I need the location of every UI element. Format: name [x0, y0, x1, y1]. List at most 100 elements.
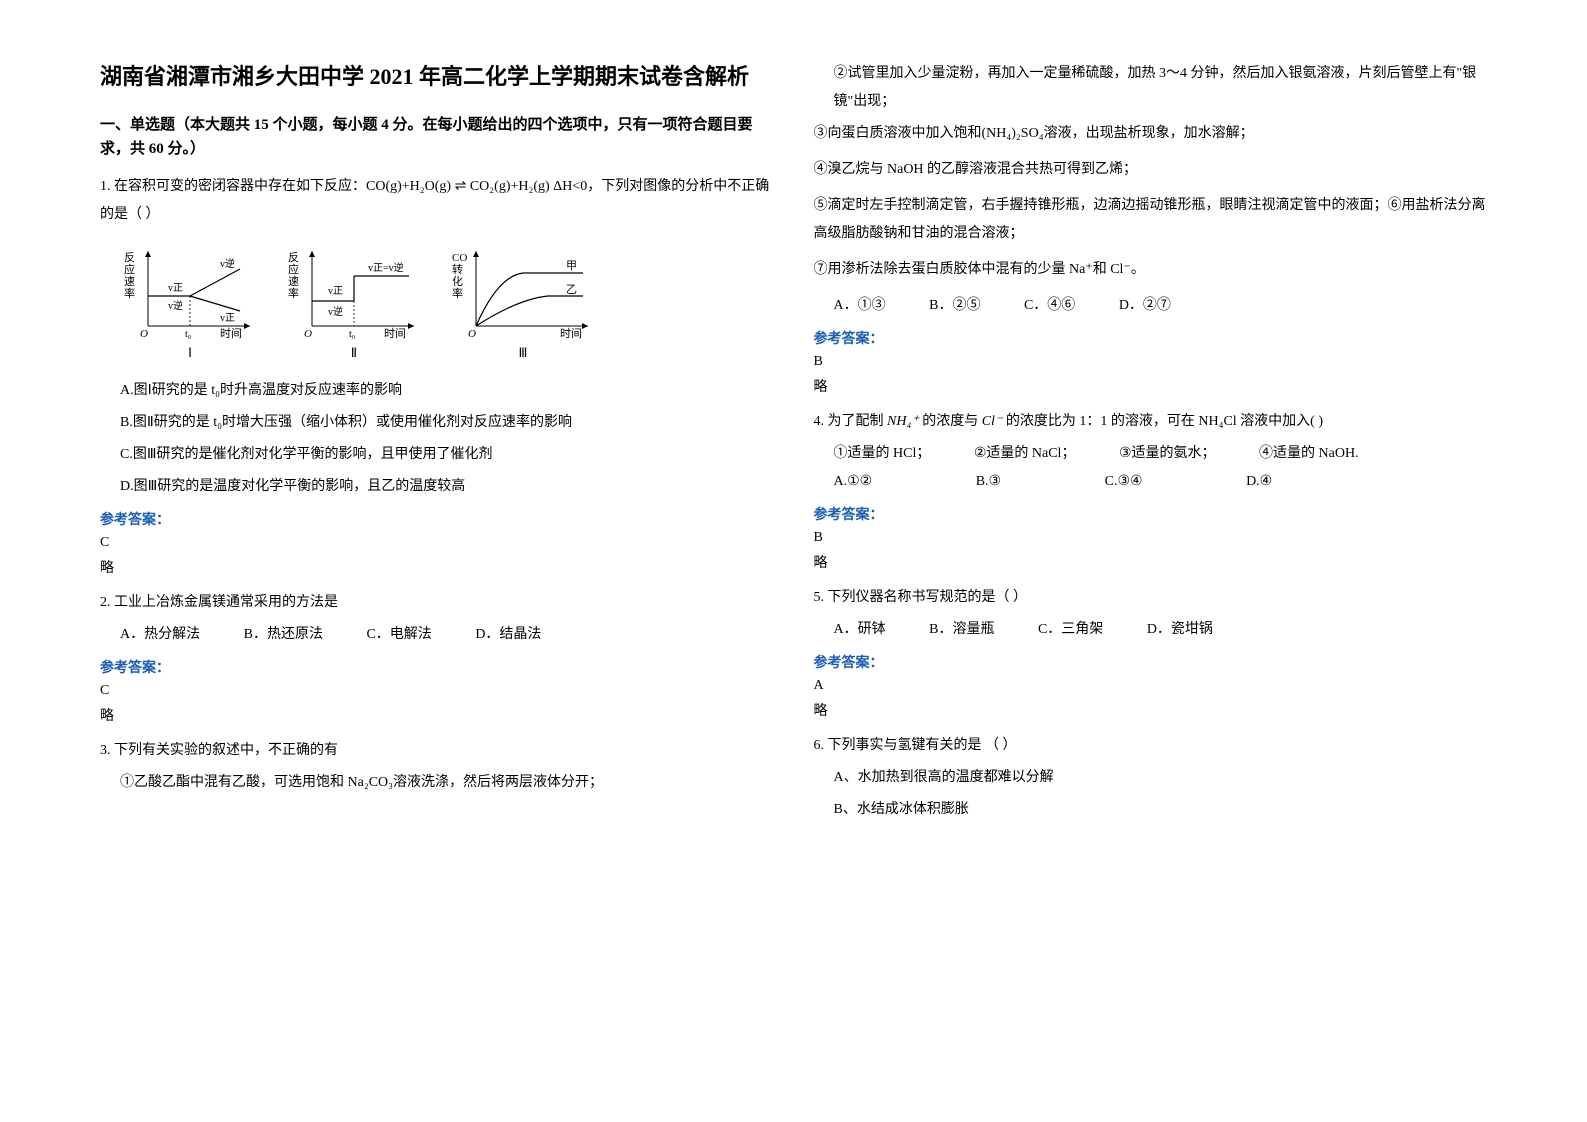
xlabel-1: 时间 [220, 327, 242, 340]
q3-options: A．①③ B．②⑤ C．④⑥ D．②⑦ [814, 292, 1488, 320]
v-reverse-1a: v逆 [168, 299, 183, 312]
q5-stem: 5. 下列仪器名称书写规范的是（ ） [814, 584, 1488, 612]
graph-2: 反 应 速 率 v正 v逆 v正=v逆 t₀ 时间 O Ⅱ [284, 241, 424, 361]
q1-stem: 1. 在容积可变的密闭容器中存在如下反应：CO(g)+H₂O(g) ⇌ CO₂(… [100, 173, 774, 229]
q2-stem: 2. 工业上冶炼金属镁通常采用的方法是 [100, 589, 774, 617]
q3-item3: ③向蛋白质溶液中加入饱和(NH₄)₂SO₄溶液，出现盐析现象，加水溶解； [814, 120, 1488, 148]
q3-item7: ⑦用渗析法除去蛋白质胶体中混有的少量 Na⁺和 Cl⁻。 [814, 256, 1488, 284]
svg-text:时间: 时间 [384, 327, 406, 340]
q4-optC: C.③④ [1105, 474, 1143, 489]
t0-1: t₀ [185, 329, 192, 340]
q4-i2: ②适量的 NaCl； [974, 446, 1076, 461]
q6-stem: 6. 下列事实与氢键有关的是 （ ） [814, 732, 1488, 760]
svg-text:应: 应 [288, 262, 299, 276]
svg-text:O: O [140, 328, 148, 340]
q4-answer: B [814, 530, 1488, 546]
svg-text:速: 速 [124, 275, 135, 288]
q4-i1: ①适量的 HCl； [834, 446, 931, 461]
graph-2-svg: 反 应 速 率 v正 v逆 v正=v逆 t₀ 时间 O [284, 241, 424, 341]
q4-optA: A.①② [834, 474, 873, 489]
svg-text:率: 率 [288, 286, 299, 300]
q3-answer-label: 参考答案： [814, 328, 1488, 348]
svg-text:O: O [468, 328, 476, 340]
svg-text:转: 转 [452, 262, 463, 276]
q3-optA: A．①③ [834, 298, 886, 313]
q2-answer-label: 参考答案： [100, 657, 774, 677]
graph-1-label: Ⅰ [188, 345, 192, 361]
q5-optC: C．三角架 [1038, 622, 1103, 637]
svg-text:时间: 时间 [560, 327, 582, 340]
q4-answer-label: 参考答案： [814, 504, 1488, 524]
svg-text:应: 应 [124, 262, 135, 276]
q1-optD: D.图Ⅲ研究的是温度对化学平衡的影响，且乙的温度较高 [100, 473, 774, 501]
q2-optA: A．热分解法 [120, 627, 200, 642]
left-column: 湖南省湘潭市湘乡大田中学 2021 年高二化学上学期期末试卷含解析 一、单选题（… [80, 60, 794, 1062]
graph-3-svg: CO 转 化 率 甲 乙 时间 O [448, 241, 598, 341]
q3-optB: B．②⑤ [929, 298, 980, 313]
q3-answer: B [814, 354, 1488, 370]
graph-1: 反 应 速 率 v正 v逆 v逆 v正 t₀ 时间 O Ⅰ [120, 241, 260, 361]
q3-optC: C．④⑥ [1024, 298, 1075, 313]
svg-text:反: 反 [288, 251, 299, 264]
graph-1-svg: 反 应 速 率 v正 v逆 v逆 v正 t₀ 时间 O [120, 241, 260, 341]
q4-items: ①适量的 HCl； ②适量的 NaCl； ③适量的氨水； ④适量的 NaOH. [814, 440, 1488, 468]
svg-text:化: 化 [452, 274, 463, 288]
q5-note: 略 [814, 700, 1488, 720]
q3-item2: ②试管里加入少量淀粉，再加入一定量稀硫酸，加热 3～4 分钟，然后加入银氨溶液，… [814, 60, 1488, 116]
q1-optA: A.图Ⅰ研究的是 t₀时升高温度对反应速率的影响 [100, 377, 774, 405]
q3-optD: D．②⑦ [1119, 298, 1171, 313]
q5-options: A．研钵 B．溶量瓶 C．三角架 D．瓷坩锅 [814, 616, 1488, 644]
q1-answer-label: 参考答案： [100, 509, 774, 529]
svg-text:v逆: v逆 [328, 305, 343, 318]
q6-optA: A、水加热到很高的温度都难以分解 [814, 764, 1488, 792]
q4-stem: 4. 为了配制 NH₄⁺ 的浓度与 Cl⁻ 的浓度比为 1：1 的溶液，可在 N… [814, 408, 1488, 436]
q5-optD: D．瓷坩锅 [1147, 622, 1213, 637]
svg-text:CO: CO [452, 252, 467, 264]
section-header: 一、单选题（本大题共 15 个小题，每小题 4 分。在每小题给出的四个选项中，只… [100, 113, 774, 161]
q3-item4: ④溴乙烷与 NaOH 的乙醇溶液混合共热可得到乙烯； [814, 156, 1488, 184]
q1-optB: B.图Ⅱ研究的是 t₀时增大压强（缩小体积）或使用催化剂对反应速率的影响 [100, 409, 774, 437]
v-forward-1b: v正 [220, 313, 235, 324]
ylabel-1: 反 [124, 251, 135, 264]
svg-text:率: 率 [452, 286, 463, 300]
q2-optD: D．结晶法 [475, 627, 541, 642]
q4-i3: ③适量的氨水； [1119, 446, 1216, 461]
svg-text:v正: v正 [328, 286, 343, 297]
q5-optB: B．溶量瓶 [929, 622, 994, 637]
graph-3-label: Ⅲ [519, 345, 528, 361]
q3-stem: 3. 下列有关实验的叙述中，不正确的有 [100, 737, 774, 765]
q5-optA: A．研钵 [834, 622, 886, 637]
q2-answer: C [100, 683, 774, 699]
q2-optB: B．热还原法 [244, 627, 323, 642]
q4-optB: B.③ [976, 474, 1001, 489]
svg-text:t₀: t₀ [349, 329, 356, 340]
graph-3: CO 转 化 率 甲 乙 时间 O Ⅲ [448, 241, 598, 361]
q1-optC: C.图Ⅲ研究的是催化剂对化学平衡的影响，且甲使用了催化剂 [100, 441, 774, 469]
q4-optD: D.④ [1246, 474, 1272, 489]
q5-answer-label: 参考答案： [814, 652, 1488, 672]
q3-item1: ①乙酸乙酯中混有乙酸，可选用饱和 Na₂CO₃溶液洗涤，然后将两层液体分开； [100, 769, 774, 797]
v-forward-1: v正 [168, 283, 183, 294]
yi: 乙 [566, 283, 577, 296]
q5-answer: A [814, 678, 1488, 694]
q1-note: 略 [100, 557, 774, 577]
q4-note: 略 [814, 552, 1488, 572]
q2-options: A．热分解法 B．热还原法 C．电解法 D．结晶法 [100, 621, 774, 649]
q2-note: 略 [100, 705, 774, 725]
right-column: ②试管里加入少量淀粉，再加入一定量稀硫酸，加热 3～4 分钟，然后加入银氨溶液，… [794, 60, 1508, 1062]
svg-text:O: O [304, 328, 312, 340]
v-reverse-1b: v逆 [220, 257, 235, 270]
q4-options: A.①② B.③ C.③④ D.④ [814, 468, 1488, 496]
q3-note: 略 [814, 376, 1488, 396]
svg-text:率: 率 [124, 286, 135, 300]
graph-2-label: Ⅱ [351, 345, 357, 361]
q3-item5: ⑤滴定时左手控制滴定管，右手握持锥形瓶，边滴边摇动锥形瓶，眼睛注视滴定管中的液面… [814, 192, 1488, 248]
q6-optB: B、水结成冰体积膨胀 [814, 796, 1488, 824]
q4-i4: ④适量的 NaOH. [1259, 446, 1359, 461]
q1-answer: C [100, 535, 774, 551]
graph-container: 反 应 速 率 v正 v逆 v逆 v正 t₀ 时间 O Ⅰ [120, 241, 774, 361]
q2-optC: C．电解法 [366, 627, 431, 642]
jia: 甲 [566, 260, 577, 272]
page-title: 湖南省湘潭市湘乡大田中学 2021 年高二化学上学期期末试卷含解析 [100, 60, 774, 93]
svg-text:速: 速 [288, 275, 299, 288]
